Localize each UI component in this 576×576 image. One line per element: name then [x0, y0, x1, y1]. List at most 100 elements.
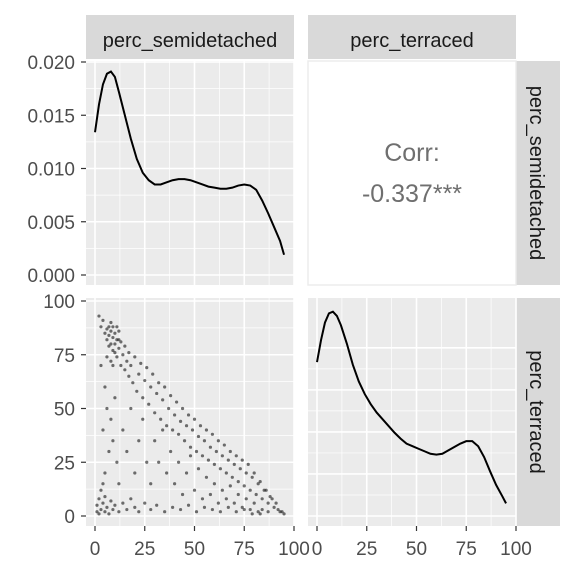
scatter-point: [159, 417, 163, 421]
scatter-point: [153, 439, 157, 443]
scatter-point: [206, 458, 211, 462]
scatter-point: [220, 488, 224, 492]
scatter-point: [125, 359, 129, 363]
scatter-point: [121, 501, 125, 505]
scatter-point: [105, 338, 109, 342]
scatter-point: [282, 512, 286, 516]
scatter-point: [103, 331, 107, 335]
x-tick-label: 75: [456, 539, 477, 560]
scatter-point: [208, 445, 213, 449]
strip-label-right-1: perc_semidetached: [525, 86, 547, 261]
scatter-point: [111, 363, 115, 368]
scatter-point: [212, 482, 216, 486]
scatter-point: [258, 512, 262, 516]
scatter-point: [224, 471, 228, 475]
x-tick-label: 25: [356, 539, 377, 560]
scatter-point: [196, 467, 201, 471]
scatter-point: [143, 501, 147, 505]
scatter-point: [161, 428, 165, 432]
scatter-point: [268, 495, 272, 499]
scatter-point: [105, 327, 109, 331]
scatter-point: [105, 355, 109, 359]
scatter-point: [133, 505, 137, 509]
scatter-point: [200, 454, 205, 458]
scatter-point: [228, 449, 232, 454]
scatter-point: [188, 454, 193, 458]
scatter-point: [119, 340, 123, 344]
scatter-point: [155, 503, 159, 507]
scatter-point: [163, 510, 167, 514]
scatter-point: [117, 346, 121, 350]
scatter-point: [258, 480, 262, 484]
scatter-point: [117, 510, 121, 514]
scatter-point: [266, 510, 270, 514]
scatter-point: [218, 467, 222, 471]
scatter-point: [121, 353, 125, 357]
scatter-point: [186, 503, 191, 507]
scatter-point: [111, 335, 115, 340]
density-line-terraced: [316, 310, 507, 504]
scatter-point: [101, 501, 105, 505]
scatter-point: [121, 428, 125, 432]
scatter-point: [141, 417, 145, 421]
strip-right-2: perc_terraced: [516, 298, 560, 526]
scatter-point: [274, 501, 278, 505]
scatter-point: [224, 497, 228, 501]
x-tick-label: 25: [134, 539, 155, 560]
scatter-point: [173, 482, 177, 486]
scatter-point: [157, 381, 161, 385]
scatter-point: [252, 501, 256, 505]
scatter-point: [180, 406, 185, 411]
scatter-point: [204, 428, 209, 432]
scatter-point: [192, 417, 197, 421]
scatter-point: [182, 439, 187, 443]
scatter-point: [216, 501, 220, 505]
scatter-point: [133, 471, 137, 475]
panel-density-terraced: [308, 298, 516, 526]
scatter-point: [244, 497, 248, 501]
scatter-point: [200, 497, 205, 501]
scatter-point: [103, 510, 107, 514]
scatter-point: [202, 505, 207, 509]
panel-scatter: [86, 298, 294, 526]
scatter-point: [216, 439, 220, 443]
scatter-point: [264, 488, 268, 492]
scatter-point: [165, 471, 169, 475]
scatter-point: [99, 325, 103, 329]
scatter-point: [260, 507, 264, 512]
scatter-point: [97, 497, 101, 501]
scatter-point: [123, 368, 127, 372]
scatter-point: [240, 505, 244, 509]
scatter-point: [240, 458, 244, 462]
correlation-label: Corr:: [384, 139, 440, 167]
scatter-point: [111, 348, 115, 353]
scatter-point: [171, 428, 175, 432]
scatter-point: [167, 406, 171, 411]
scatter-point: [155, 391, 159, 396]
scatter-point: [111, 325, 115, 329]
scatter-point: [113, 503, 117, 507]
scatter-point: [178, 507, 183, 512]
scatter-point: [163, 385, 167, 389]
scatter-point: [194, 510, 199, 514]
scatter-point: [149, 385, 153, 389]
scatter-point: [173, 413, 177, 417]
scatter-point: [131, 381, 135, 385]
scatter-point: [107, 512, 111, 516]
scatter-point: [115, 460, 119, 464]
density-line-semidetached: [94, 70, 286, 256]
scatter-point: [234, 454, 238, 458]
scatter-point: [198, 424, 203, 428]
scatter-point: [99, 363, 103, 368]
scatter-point: [238, 467, 242, 471]
y-tick-label: 0.010: [27, 160, 75, 181]
scatter-point: [111, 507, 115, 512]
scatter-point: [252, 471, 256, 475]
scatter-point: [180, 492, 185, 497]
scatter-point: [161, 398, 165, 402]
scatter-point: [115, 355, 119, 359]
scatter-point: [210, 507, 215, 512]
scatter-point: [232, 462, 236, 466]
scatter-point: [246, 462, 250, 466]
scatter-point: [192, 488, 197, 492]
